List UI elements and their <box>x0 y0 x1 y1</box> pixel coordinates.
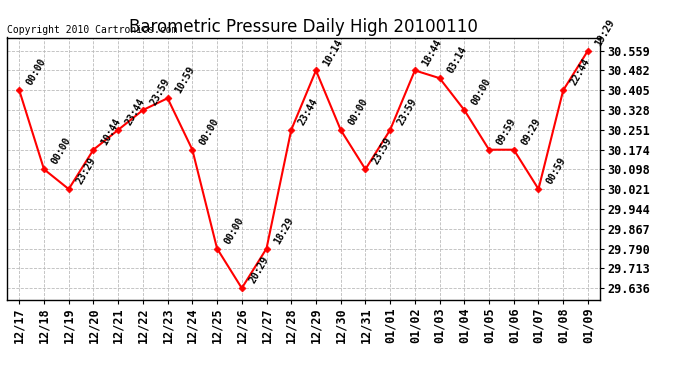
Text: 00:59: 00:59 <box>544 156 567 186</box>
Text: 23:44: 23:44 <box>297 97 320 127</box>
Text: 00:00: 00:00 <box>223 215 246 246</box>
Text: 03:14: 03:14 <box>445 45 469 75</box>
Text: 09:59: 09:59 <box>495 117 518 147</box>
Text: 00:00: 00:00 <box>50 136 73 166</box>
Text: 10:44: 10:44 <box>99 117 122 147</box>
Text: 22:44: 22:44 <box>569 57 592 87</box>
Text: 09:29: 09:29 <box>520 117 542 147</box>
Text: 10:14: 10:14 <box>322 37 345 68</box>
Text: 10:59: 10:59 <box>173 65 197 96</box>
Text: 18:44: 18:44 <box>420 37 444 68</box>
Text: 00:00: 00:00 <box>198 117 221 147</box>
Text: 00:00: 00:00 <box>25 57 48 87</box>
Text: 23:44: 23:44 <box>124 97 147 127</box>
Text: 19:29: 19:29 <box>593 17 617 48</box>
Text: 23:59: 23:59 <box>371 136 394 166</box>
Title: Barometric Pressure Daily High 20100110: Barometric Pressure Daily High 20100110 <box>129 18 478 36</box>
Text: 00:00: 00:00 <box>346 97 370 127</box>
Text: Copyright 2010 Cartronics.com: Copyright 2010 Cartronics.com <box>7 25 177 35</box>
Text: 18:29: 18:29 <box>272 215 295 246</box>
Text: 00:00: 00:00 <box>470 77 493 107</box>
Text: 23:29: 23:29 <box>75 156 97 186</box>
Text: 23:59: 23:59 <box>148 77 172 107</box>
Text: 23:59: 23:59 <box>395 97 419 127</box>
Text: 20:29: 20:29 <box>247 255 270 285</box>
